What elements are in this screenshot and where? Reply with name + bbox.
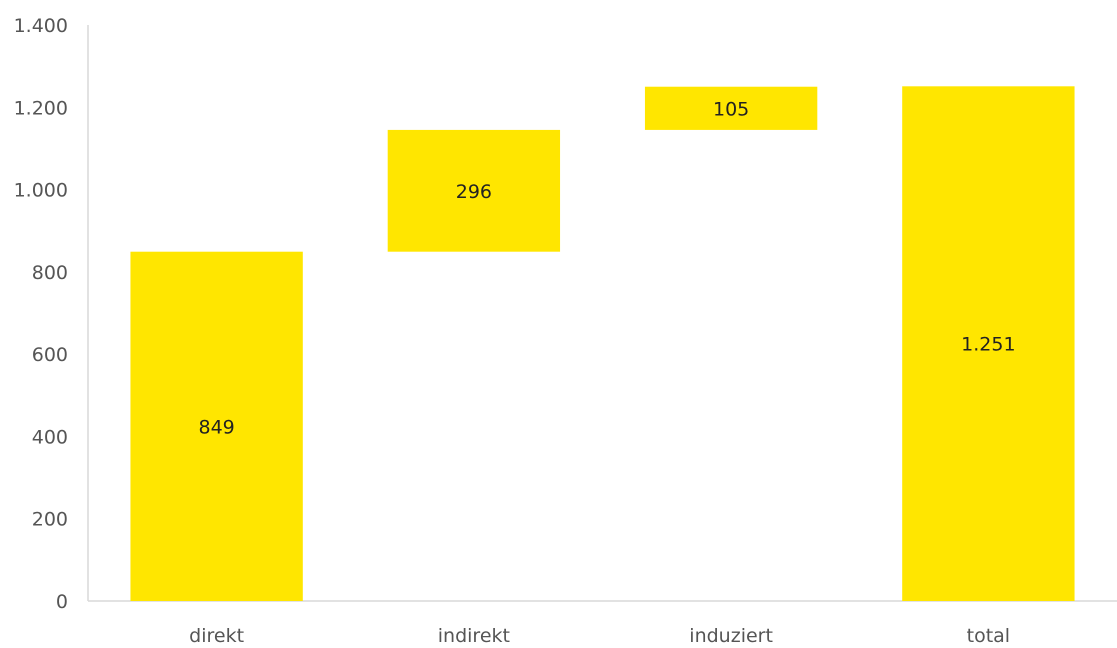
y-tick-label: 200 xyxy=(32,509,68,531)
y-tick-label: 1.400 xyxy=(14,15,68,37)
y-tick-label: 1.000 xyxy=(14,180,68,202)
x-category-label-direkt: direkt xyxy=(189,625,244,647)
x-category-label-induziert: induziert xyxy=(689,625,773,647)
data-label-total: 1.251 xyxy=(961,334,1015,356)
data-label-direkt: 849 xyxy=(198,416,234,438)
y-tick-label: 600 xyxy=(32,344,68,366)
data-label-induziert: 105 xyxy=(713,98,749,120)
x-axis-category-labels: direkt indirekt induziert total xyxy=(189,625,1010,647)
y-tick-label: 0 xyxy=(56,591,68,613)
y-tick-label: 800 xyxy=(32,262,68,284)
bars xyxy=(130,86,1074,601)
y-tick-label: 400 xyxy=(32,426,68,448)
x-category-label-total: total xyxy=(967,625,1010,647)
y-tick-label: 1.200 xyxy=(14,97,68,119)
y-axis-tick-labels: 0 200 400 600 800 1.000 1.200 1.400 xyxy=(14,15,68,613)
x-category-label-indirekt: indirekt xyxy=(438,625,510,647)
data-label-indirekt: 296 xyxy=(456,181,492,203)
data-labels: 849 296 105 1.251 xyxy=(198,98,1015,438)
